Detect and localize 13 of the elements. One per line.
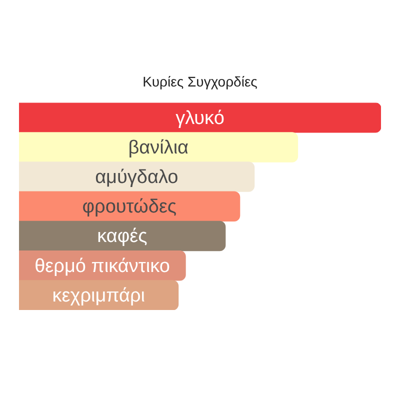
bar — [19, 102, 381, 133]
bar — [19, 132, 298, 162]
y-tick-label: αμύγδαλο — [95, 167, 178, 188]
bar — [19, 162, 255, 192]
y-tick-label: καφές — [97, 226, 148, 248]
bar — [19, 220, 226, 252]
y-tick-label: θερμό πικάντικο — [34, 256, 170, 277]
y-tick-label: βανίλια — [128, 137, 189, 158]
y-tick-label: γλυκό — [176, 108, 224, 129]
bar — [19, 191, 240, 222]
chart-title: Κυρίες Συγχορδίες — [142, 73, 258, 90]
y-tick-label: φρουτώδες — [82, 196, 177, 218]
y-tick-label: κεχριμπάρι — [52, 285, 146, 306]
